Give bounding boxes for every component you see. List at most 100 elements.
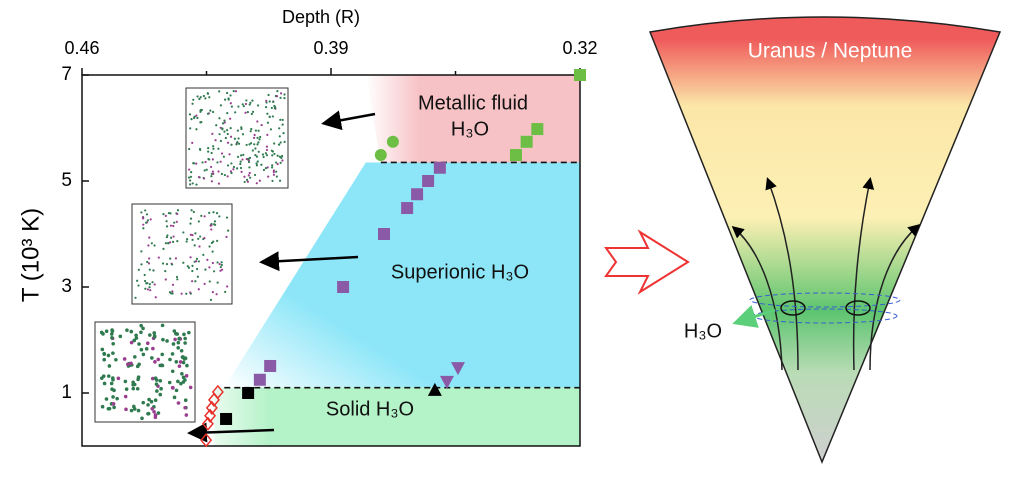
atom [197,175,201,179]
atom [176,212,179,216]
atom [146,260,149,264]
x-tick-label: 0.32 [562,38,597,58]
atom [147,397,151,402]
atom [145,282,148,285]
atom [183,356,188,361]
vortex [780,300,806,316]
atom [148,268,151,271]
atom [172,235,175,238]
atom [266,166,269,169]
pointer-arrow [187,422,275,443]
atom [225,216,229,219]
atom [196,275,199,278]
atom [129,340,134,345]
atom [236,140,239,144]
atom [191,269,194,273]
atom [101,332,105,336]
atom [211,261,214,265]
atom [181,360,186,365]
atom [212,270,216,273]
atom [229,127,232,130]
atom [220,261,223,264]
atom [197,237,200,240]
atom [104,397,109,401]
atom [249,142,253,145]
atom [139,323,143,328]
marker [450,362,465,376]
atom [137,362,141,367]
atom [203,236,206,240]
atom [111,377,115,382]
atom [150,376,155,381]
atom [102,381,107,386]
atom [255,155,259,158]
atom [253,143,256,146]
atom [182,231,185,234]
atom [254,129,258,132]
atom [219,269,222,272]
marker [337,281,350,293]
atom [244,111,247,114]
marker [374,149,387,162]
atom [100,347,105,352]
atom [134,296,137,299]
atom [153,244,156,247]
atom [123,394,128,399]
atom [221,127,224,130]
atom [100,376,104,380]
atom [239,162,242,166]
atom [272,100,275,103]
atom [111,342,116,346]
atom [134,333,138,338]
atom [189,175,193,178]
atom [133,355,137,359]
atom [102,351,106,356]
atom [279,118,282,121]
atom [279,161,282,164]
atom [282,131,285,135]
atom [148,257,151,260]
atom [183,336,187,341]
atom [218,90,221,93]
atom [250,127,253,131]
phase-plot: 0.46 0.39 0.32 1 3 5 7 Depth (R) T (10³ K) Metall… [17,7,598,448]
atom [173,337,177,342]
atom [175,220,178,223]
atom [190,171,193,174]
atom [136,408,141,413]
inset-frame [185,87,289,189]
atom [176,239,179,243]
atom [142,227,145,230]
atom [223,119,226,122]
atom [236,155,240,158]
atom [218,215,221,218]
atom [165,225,169,228]
pointer-arrow [259,251,359,272]
atom [230,143,233,146]
atom [254,147,257,150]
atom [249,176,252,179]
atom [149,399,154,404]
atom [211,110,215,114]
atom [254,153,257,157]
atom [185,363,189,368]
atom [209,298,213,301]
atom [265,99,268,102]
atom [195,183,198,186]
atom [217,147,220,150]
atom [197,220,200,223]
atom [129,408,134,413]
atom [220,263,223,267]
atom [220,172,224,176]
atom [193,244,196,247]
atom [276,154,279,157]
atom [198,245,201,248]
atom [155,389,159,393]
layer-label: H₃O [684,320,722,342]
snapshot-inset [94,321,196,423]
atom [210,175,213,178]
marker [205,400,218,416]
atom [265,145,269,148]
convection-arrows [731,177,921,371]
atom [167,241,170,245]
